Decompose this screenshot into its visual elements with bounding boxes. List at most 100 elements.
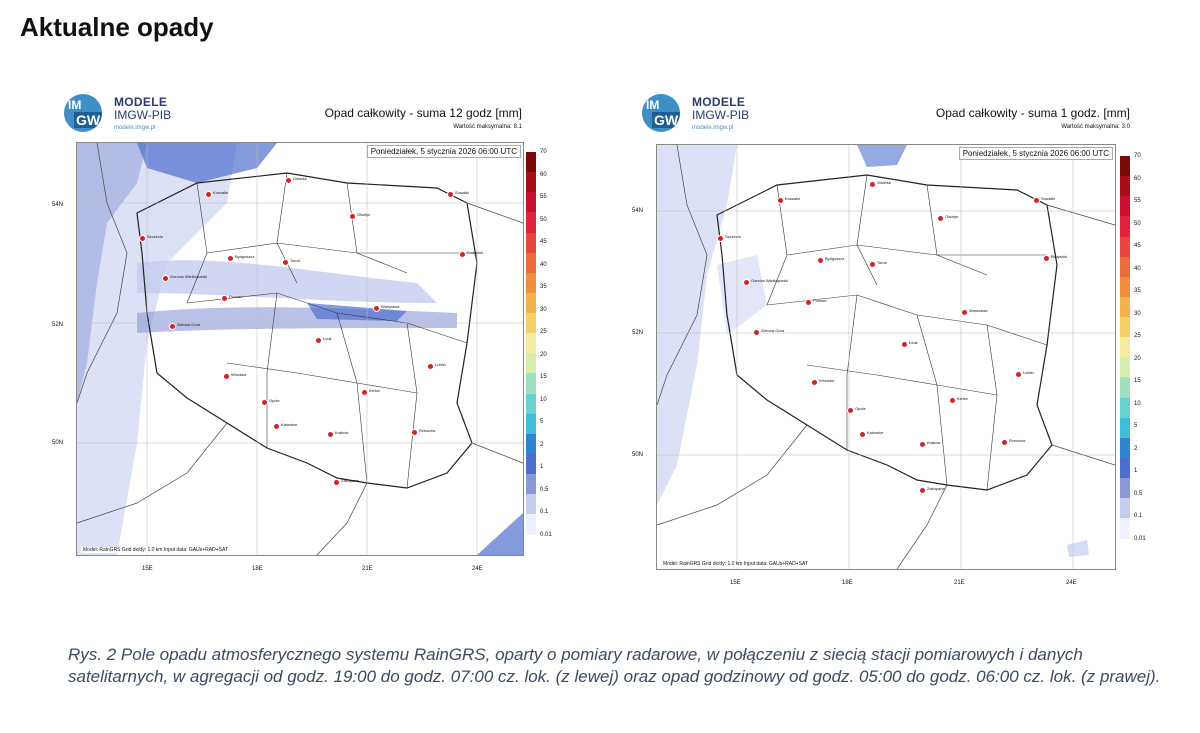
legend-tick: 55: [1134, 198, 1141, 204]
legend-swatch: [1120, 216, 1130, 238]
legend-tick: 5: [1134, 423, 1138, 429]
lat-label: 52N: [632, 330, 644, 336]
legend-tick: 20: [540, 351, 547, 358]
brand-url: modele.imgw.pl: [114, 125, 156, 131]
lon-label: 21E: [954, 580, 965, 586]
brand-line-2: IMGW-PIB: [692, 108, 750, 122]
max-value-label: Wartość maksymalna: 8.1: [453, 124, 522, 130]
legend-tick: 10: [1134, 400, 1141, 407]
legend-tick: 0.5: [540, 486, 549, 493]
legend-tick: 0.5: [1134, 490, 1143, 497]
legend-swatch: [1120, 518, 1130, 539]
legend-tick: 60: [1134, 175, 1141, 182]
legend-swatch: [1120, 377, 1130, 399]
lat-label: 54N: [632, 208, 644, 214]
legend-swatch: [526, 433, 536, 455]
legend-swatch: [526, 373, 536, 395]
legend-tick: 5: [540, 419, 544, 425]
legend-tick: 70: [1134, 153, 1141, 159]
figure-caption: Rys. 2 Pole opadu atmosferycznego system…: [68, 645, 1161, 686]
legend-tick: 25: [1134, 333, 1141, 339]
legend-tick: 0.01: [1134, 535, 1146, 542]
legend-swatch: [526, 474, 536, 495]
lon-label: 24E: [1066, 580, 1077, 586]
brand-line-1: MODELE: [692, 95, 746, 109]
legend-swatch: [526, 232, 536, 254]
legend-swatch: [526, 172, 536, 193]
lon-label: 15E: [730, 580, 741, 586]
legend-swatch: [1120, 417, 1130, 439]
legend-swatch: [1120, 357, 1130, 378]
lon-label: 18E: [252, 566, 263, 572]
legend-swatch: [526, 353, 536, 374]
legend-tick: 0.01: [540, 531, 552, 538]
lat-label: 50N: [52, 440, 64, 446]
legend-swatch: [1120, 196, 1130, 217]
legend-swatch: [526, 413, 536, 435]
legend-swatch: [1120, 176, 1130, 197]
legend-swatch: [526, 272, 536, 294]
map-footer: Model: RainGRS Grid dx/dy: 1.0 km Input …: [81, 547, 230, 553]
max-value-label: Wartość maksymalna: 3.0: [1061, 124, 1130, 130]
legend-swatch: [1120, 156, 1130, 177]
legend-tick: 25: [540, 329, 547, 335]
legend-swatch: [526, 453, 536, 475]
legend-swatch: [1120, 397, 1130, 419]
legend-swatch: [526, 152, 536, 173]
precipitation-field: [77, 143, 523, 555]
legend-swatch: [1120, 337, 1130, 358]
legend-tick: 45: [540, 239, 547, 245]
lat-label: 54N: [52, 202, 64, 208]
legend-tick: 40: [540, 261, 547, 268]
legend-tick: 0.1: [540, 509, 549, 515]
lat-label: 52N: [52, 322, 64, 328]
legend-tick: 1: [540, 464, 544, 470]
lat-label: 50N: [632, 452, 644, 458]
lon-label: 18E: [842, 580, 853, 586]
legend-swatch: [526, 514, 536, 535]
legend-swatch: [526, 333, 536, 354]
brand-block: MODELE IMGW-PIB modele.imgw.pl: [114, 96, 171, 135]
legend-swatch: [526, 212, 536, 234]
legend-swatch: [526, 192, 536, 213]
legend-tick: 50: [1134, 220, 1141, 227]
legend-swatch: [1120, 478, 1130, 499]
legend-swatch: [1120, 256, 1130, 278]
legend-swatch: [1120, 236, 1130, 258]
legend-tick: 15: [1134, 378, 1141, 384]
legend-tick: 50: [540, 216, 547, 223]
legend-swatch: [1120, 437, 1130, 459]
imgw-logo: IM GW: [64, 94, 102, 132]
legend-swatch: [526, 252, 536, 274]
map-area: Poniedziałek, 5 stycznia 2026 06:00 UTC …: [76, 142, 524, 556]
imgw-logo: IM GW: [642, 94, 680, 132]
map-area: Poniedziałek, 5 stycznia 2026 06:00 UTC …: [656, 144, 1116, 570]
map-date: Poniedziałek, 5 stycznia 2026 06:00 UTC: [366, 145, 521, 158]
legend-tick: 55: [540, 194, 547, 200]
legend-swatch: [1120, 276, 1130, 298]
legend-tick: 30: [540, 306, 547, 313]
brand-line-2: IMGW-PIB: [114, 108, 172, 122]
legend-tick: 40: [1134, 265, 1141, 272]
map-footer: Model: RainGRS Grid dx/dy: 1.0 km Input …: [661, 561, 810, 567]
legend-tick: 60: [540, 171, 547, 178]
legend-tick: 30: [1134, 310, 1141, 317]
legend-swatch: [1120, 498, 1130, 519]
lon-label: 15E: [142, 566, 153, 572]
legend-swatch: [1120, 296, 1130, 318]
legend-swatch: [526, 292, 536, 314]
legend-tick: 15: [540, 374, 547, 380]
legend-tick: 1: [1134, 468, 1138, 474]
legend-tick: 2: [1134, 445, 1138, 452]
precipitation-field: [657, 145, 1115, 569]
legend-tick: 35: [1134, 288, 1141, 294]
map-title: Opad całkowity - suma 1 godz. [mm]: [935, 106, 1130, 120]
precip-map-1h: IM GW MODELE IMGW-PIB modele.imgw.pl Opa…: [632, 90, 1146, 590]
map-title: Opad całkowity - suma 12 godz [mm]: [324, 106, 522, 120]
lon-label: 21E: [362, 566, 373, 572]
legend-tick: 20: [1134, 355, 1141, 362]
legend-tick: 70: [540, 149, 547, 155]
lon-label: 24E: [472, 566, 483, 572]
legend-tick: 35: [540, 284, 547, 290]
legend-tick: 0.1: [1134, 513, 1143, 519]
